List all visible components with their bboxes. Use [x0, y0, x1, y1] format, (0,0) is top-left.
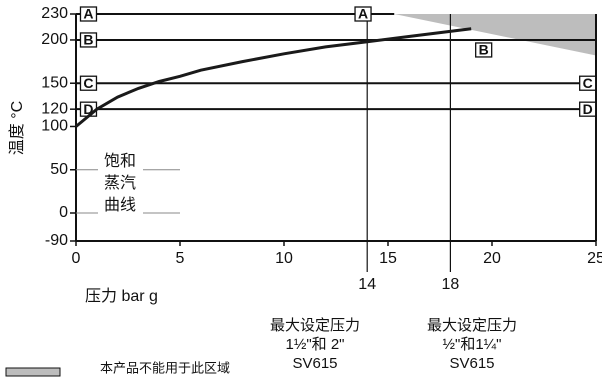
- limit-box: [79, 75, 98, 91]
- limit-box: [475, 42, 493, 58]
- limit-letter: D: [83, 101, 93, 117]
- legend-swatch: [5, 367, 61, 377]
- x-axis-title: 压力 bar g: [85, 287, 158, 305]
- legend-label: 本产品不能用于此区域: [100, 360, 230, 375]
- saturation-curve: [75, 27, 472, 128]
- x-tick-label: 20: [483, 250, 501, 267]
- y-tick-label: 150: [41, 74, 68, 91]
- x-tick-label: 0: [72, 250, 81, 267]
- pressure-limit-label: 18: [442, 276, 460, 293]
- restricted-region: [394, 14, 596, 56]
- y-tick-label: 0: [59, 204, 68, 221]
- model-note: 最大设定压力: [270, 317, 360, 334]
- model-note: 最大设定压力: [427, 317, 517, 334]
- limit-letter: A: [83, 6, 93, 22]
- x-tick-label: 25: [587, 250, 602, 267]
- model-note: ½"和1¼": [442, 336, 501, 353]
- y-tick-label: -90: [45, 232, 68, 249]
- limit-letter: C: [583, 75, 593, 91]
- limit-box: [579, 75, 597, 91]
- limit-letter: D: [583, 101, 593, 117]
- y-tick-label: 100: [41, 118, 68, 135]
- limit-box: [79, 6, 98, 22]
- model-note: SV615: [292, 355, 337, 372]
- limit-letter: B: [479, 42, 489, 58]
- limit-box: [579, 101, 597, 117]
- y-tick-label: 50: [50, 161, 68, 178]
- limit-letter: B: [83, 32, 93, 48]
- limit-box: [354, 6, 372, 22]
- limit-letter: C: [83, 75, 93, 91]
- y-tick-label: 200: [41, 31, 68, 48]
- limit-box: [79, 32, 98, 48]
- x-tick-label: 15: [379, 250, 397, 267]
- x-tick-label: 10: [275, 250, 293, 267]
- curve-annotation: 蒸汽: [104, 174, 136, 192]
- model-note: SV615: [449, 355, 494, 372]
- y-axis-title: 温度 °C: [8, 101, 26, 155]
- curve-annotation: 曲线: [104, 196, 136, 214]
- model-note: 1½"和 2": [285, 336, 344, 353]
- curve-annotation: 饱和: [104, 152, 136, 170]
- pressure-limit-label: 14: [358, 276, 376, 293]
- y-tick-label: 120: [41, 100, 68, 117]
- y-tick-label: 230: [41, 5, 68, 22]
- x-tick-label: 5: [176, 250, 185, 267]
- limit-letter: A: [358, 6, 368, 22]
